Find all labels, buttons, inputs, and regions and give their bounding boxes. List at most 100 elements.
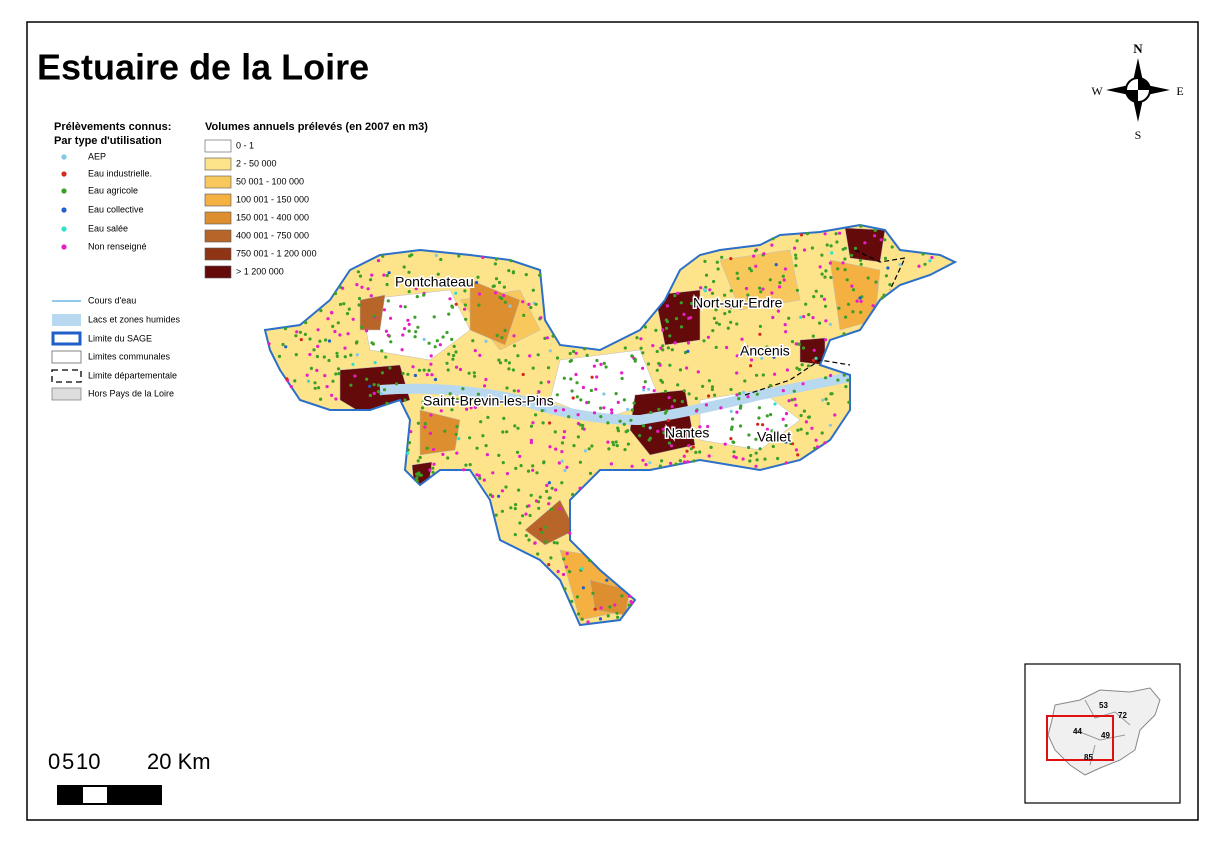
withdrawal-point (742, 390, 746, 394)
withdrawal-point (519, 464, 523, 468)
withdrawal-point (369, 294, 373, 298)
withdrawal-point (676, 383, 680, 387)
withdrawal-point (353, 374, 357, 378)
withdrawal-point (462, 468, 466, 472)
withdrawal-point (699, 286, 703, 290)
withdrawal-point (784, 424, 788, 428)
withdrawal-point (758, 332, 762, 336)
withdrawal-point (385, 282, 389, 287)
withdrawal-point (457, 254, 461, 258)
withdrawal-point (731, 417, 735, 421)
withdrawal-point (841, 247, 845, 251)
withdrawal-point (372, 314, 376, 318)
withdrawal-point (599, 606, 603, 610)
withdrawal-point (416, 421, 420, 425)
withdrawal-point (407, 441, 412, 445)
withdrawal-point (726, 326, 730, 330)
withdrawal-point (513, 507, 517, 511)
withdrawal-point (711, 329, 715, 333)
withdrawal-point (771, 444, 775, 449)
withdrawal-point (545, 483, 549, 487)
withdrawal-point (737, 397, 741, 401)
withdrawal-point (639, 337, 643, 341)
withdrawal-point (643, 325, 648, 329)
withdrawal-point (687, 444, 691, 448)
scale-bar (57, 785, 162, 805)
withdrawal-point (704, 273, 709, 277)
dept-boundary (854, 249, 907, 291)
withdrawal-point (360, 325, 364, 329)
withdrawal-point (732, 440, 736, 444)
withdrawal-point (550, 486, 554, 490)
withdrawal-point (560, 450, 564, 454)
withdrawal-point (429, 362, 433, 366)
withdrawal-point (425, 373, 429, 377)
withdrawal-point (701, 384, 705, 388)
withdrawal-point (761, 373, 765, 377)
withdrawal-point (347, 307, 351, 311)
withdrawal-point (416, 459, 420, 463)
withdrawal-point (836, 267, 840, 271)
withdrawal-point (824, 319, 828, 323)
withdrawal-point (847, 400, 851, 404)
withdrawal-point (682, 312, 686, 316)
river (379, 370, 861, 426)
withdrawal-point (572, 444, 576, 448)
withdrawal-point (387, 271, 391, 275)
withdrawal-point (505, 472, 510, 476)
withdrawal-point (846, 378, 850, 382)
withdrawal-point (357, 303, 361, 307)
withdrawal-point (657, 361, 661, 366)
withdrawal-point (416, 325, 420, 329)
withdrawal-point (818, 321, 822, 325)
withdrawal-point (379, 392, 383, 396)
withdrawal-point (820, 272, 824, 276)
withdrawal-point (547, 502, 551, 506)
withdrawal-point (538, 273, 542, 277)
withdrawal-point (676, 291, 680, 295)
withdrawal-point (389, 316, 393, 320)
withdrawal-point (467, 371, 471, 375)
withdrawal-point (500, 509, 504, 513)
withdrawal-point (488, 493, 493, 497)
withdrawal-point (768, 383, 773, 388)
withdrawal-point (432, 447, 436, 452)
withdrawal-point (524, 512, 528, 516)
withdrawal-point (403, 305, 407, 309)
withdrawal-point (746, 293, 750, 297)
withdrawal-point (545, 489, 549, 493)
withdrawal-point (884, 274, 889, 278)
withdrawal-point (521, 300, 525, 304)
place-label: Vallet (757, 429, 791, 445)
withdrawal-point (787, 316, 791, 320)
withdrawal-point (740, 337, 744, 341)
withdrawal-point (413, 315, 417, 319)
withdrawal-point (728, 310, 732, 314)
withdrawal-point (547, 496, 551, 500)
withdrawal-point (635, 336, 639, 340)
legend-label: AEP (88, 151, 106, 161)
withdrawal-point (555, 393, 559, 397)
withdrawal-point (629, 418, 633, 422)
withdrawal-point (796, 453, 800, 457)
withdrawal-point (717, 322, 722, 326)
withdrawal-point (547, 563, 551, 567)
withdrawal-point (765, 427, 770, 431)
withdrawal-point (277, 354, 282, 358)
withdrawal-point (571, 492, 575, 497)
withdrawal-point (826, 402, 830, 406)
withdrawal-point (804, 420, 809, 424)
withdrawal-point (689, 316, 693, 320)
withdrawal-point (715, 260, 719, 264)
withdrawal-point (583, 449, 588, 453)
withdrawal-point (824, 269, 828, 273)
withdrawal-point (413, 373, 417, 378)
withdrawal-point (859, 310, 863, 314)
withdrawal-point (401, 371, 405, 376)
withdrawal-point (430, 373, 434, 377)
withdrawal-point (504, 358, 508, 363)
withdrawal-point (513, 424, 517, 428)
withdrawal-point (729, 305, 733, 309)
withdrawal-point (327, 339, 332, 343)
withdrawal-point (871, 304, 875, 308)
